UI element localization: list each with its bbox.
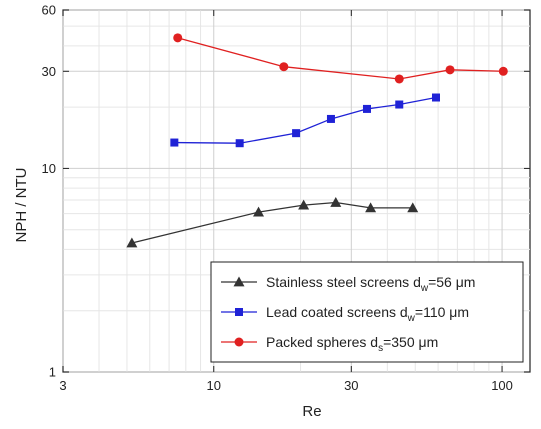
series-3 (173, 33, 508, 84)
legend-label: Packed spheres ds=350 μm (266, 334, 438, 354)
legend-item-2: Lead coated screens dw=110 μm (221, 304, 469, 324)
data-point (235, 139, 244, 148)
series-line (177, 37, 504, 80)
series-2 (170, 93, 440, 148)
x-axis-title: Re (302, 403, 321, 420)
data-point (170, 138, 179, 147)
legend-box (210, 261, 524, 363)
series-1 (126, 197, 419, 248)
data-point (394, 74, 404, 84)
x-tick-label: 3 (59, 378, 66, 393)
data-point (498, 66, 508, 76)
y-tick-label: 30 (42, 64, 56, 79)
legend-label: Stainless steel screens dw=56 μm (266, 274, 475, 294)
series-layer (126, 33, 508, 248)
legend-label: Lead coated screens dw=110 μm (266, 304, 469, 324)
data-point (365, 202, 377, 213)
data-point (298, 199, 310, 210)
legend-item-1: Stainless steel screens dw=56 μm (221, 274, 475, 294)
x-tick-label: 30 (344, 378, 358, 393)
data-point (279, 62, 289, 72)
series-line (131, 201, 413, 244)
data-point (173, 33, 183, 43)
legend-marker (234, 337, 244, 347)
data-point (395, 100, 404, 109)
data-point (330, 197, 342, 207)
legend-item-3: Packed spheres ds=350 μm (221, 334, 438, 354)
y-tick-label: 10 (42, 161, 56, 176)
y-tick-label: 60 (42, 3, 56, 18)
data-point (407, 202, 419, 213)
y-tick-label: 1 (49, 365, 56, 380)
legend: Stainless steel screens dw=56 μm Lead coa… (210, 261, 524, 363)
x-tick-label: 10 (207, 378, 221, 393)
legend-marker (233, 276, 245, 287)
data-point (326, 114, 335, 123)
data-point (126, 237, 138, 248)
data-point (253, 206, 265, 217)
y-axis-title: NPH / NTU (13, 168, 30, 243)
legend-marker (235, 308, 243, 316)
axis-ticks: 3 10 30 100 1 10 30 60 (42, 3, 530, 393)
data-point (292, 129, 301, 138)
data-point (362, 104, 371, 113)
data-point (431, 93, 440, 102)
data-point (445, 65, 455, 75)
x-tick-label: 100 (491, 378, 513, 393)
